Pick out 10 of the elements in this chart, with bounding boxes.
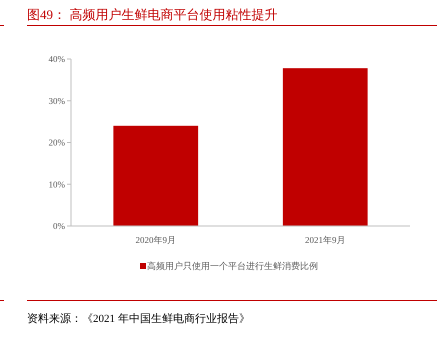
- y-tick-label: 10%: [48, 179, 66, 190]
- x-tick-label: 2021年9月: [305, 235, 346, 245]
- y-tick-label: 30%: [48, 96, 66, 106]
- y-tick-label: 20%: [48, 138, 66, 148]
- chart-title: 图49： 高频用户生鲜电商平台使用粘性提升: [27, 7, 278, 22]
- y-tick-label: 0%: [53, 221, 66, 232]
- x-tick-label: 2020年9月: [136, 235, 176, 245]
- y-tick-label: 40%: [48, 54, 66, 64]
- text: 资料来源：《2021 年中国生鲜电商行业报告》: [27, 312, 250, 325]
- legend-label: 高频用户只使用一个平台进行生鲜消费比例: [147, 261, 318, 271]
